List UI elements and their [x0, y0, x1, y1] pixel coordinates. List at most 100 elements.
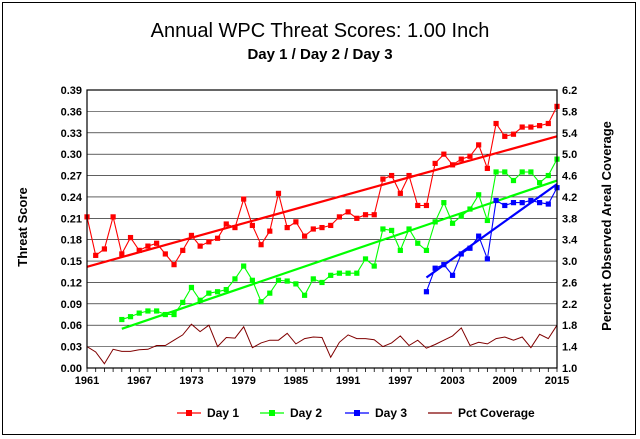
data-point — [502, 169, 508, 175]
data-point — [536, 180, 543, 186]
data-point — [119, 251, 125, 257]
data-point — [284, 224, 290, 231]
data-point — [136, 310, 142, 316]
data-point — [206, 239, 212, 245]
x-tick-label: 2015 — [545, 375, 569, 387]
data-point — [458, 213, 464, 219]
data-point — [449, 272, 456, 278]
data-point — [249, 222, 255, 229]
data-point — [423, 289, 430, 295]
data-point — [441, 200, 447, 206]
data-point — [162, 251, 168, 257]
chart-title: Annual WPC Threat Scores: 1.00 Inch — [151, 20, 490, 42]
data-point — [432, 265, 438, 271]
data-point — [362, 256, 369, 262]
y-tick-label: 0.15 — [61, 256, 82, 268]
data-point — [293, 219, 299, 225]
y2-tick-label: 1.4 — [562, 342, 578, 354]
data-point — [458, 156, 464, 162]
data-point — [467, 206, 473, 212]
y-tick-label: 0.24 — [61, 192, 83, 204]
data-point — [328, 222, 334, 229]
tick-labels: 0.00 0.03 0.06 0.09 0.12 0.15 0.18 0.21 0.24 0.27… — [61, 85, 579, 387]
data-point — [171, 311, 177, 318]
y2-tick-label: 1.0 — [562, 363, 577, 375]
data-point — [301, 292, 308, 298]
y2-tick-label: 2.2 — [562, 299, 577, 311]
y-tick-label: 0.00 — [61, 363, 82, 375]
data-point — [101, 246, 108, 252]
y-tick-label: 0.12 — [61, 277, 82, 289]
x-tick-label: 1973 — [179, 375, 203, 387]
data-point — [145, 243, 151, 249]
data-point — [449, 220, 456, 226]
data-point — [284, 278, 290, 284]
y2-tick-label: 3.0 — [562, 256, 577, 268]
data-point — [328, 272, 334, 278]
legend-label: Pct Coverage — [458, 406, 535, 420]
y-tick-label: 0.30 — [61, 149, 82, 161]
data-point — [154, 240, 160, 246]
data-point — [214, 235, 221, 241]
series-day-2 — [119, 156, 560, 323]
chart-subtitle: Day 1 / Day 2 / Day 3 — [247, 46, 392, 63]
data-point — [197, 297, 203, 303]
legend-label: Day 1 — [207, 406, 239, 420]
x-tick-label: 2009 — [493, 375, 517, 387]
y-tick-label: 0.03 — [61, 342, 82, 354]
data-point — [528, 169, 534, 175]
data-point — [310, 276, 316, 282]
trendline — [86, 135, 558, 268]
y-tick-label: 0.36 — [61, 106, 82, 118]
y-tick-label: 0.18 — [61, 235, 82, 247]
data-point — [519, 169, 525, 175]
data-point — [510, 177, 517, 184]
y2-tick-label: 4.2 — [562, 192, 577, 204]
data-point — [154, 308, 160, 314]
data-point — [354, 270, 360, 276]
data-point — [127, 234, 134, 241]
legend-marker — [186, 410, 192, 416]
data-point — [93, 252, 99, 258]
y2-tick-label: 6.2 — [562, 85, 577, 97]
legend-item: Day 2 — [260, 406, 322, 420]
legend-item: Day 3 — [345, 406, 407, 420]
y-tick-label: 0.39 — [61, 85, 82, 97]
legend-item: Pct Coverage — [428, 406, 535, 420]
data-point — [162, 311, 168, 318]
data-point — [467, 245, 473, 251]
data-point — [180, 247, 186, 253]
data-point — [119, 316, 125, 323]
data-point — [519, 124, 525, 130]
data-point — [423, 247, 430, 253]
y2-tick-label: 5.8 — [562, 106, 577, 118]
plot-border — [86, 89, 558, 369]
y-tick-label: 0.33 — [61, 128, 82, 140]
data-point — [345, 270, 351, 276]
data-point — [510, 200, 517, 206]
data-point — [232, 224, 238, 231]
x-tick-label: 1985 — [284, 375, 308, 387]
y-tick-label: 0.27 — [61, 171, 82, 183]
data-point — [188, 284, 195, 291]
y2-tick-label: 2.6 — [562, 277, 577, 289]
data-point — [449, 162, 456, 168]
data-point — [389, 172, 395, 179]
data-point — [423, 202, 430, 209]
data-point — [293, 281, 299, 287]
data-point — [380, 176, 386, 182]
y-tick-label: 0.09 — [61, 299, 82, 311]
data-point — [319, 279, 325, 286]
data-point — [397, 190, 403, 196]
data-point — [232, 276, 238, 282]
data-point — [241, 196, 247, 202]
axes — [86, 89, 558, 372]
data-point — [476, 192, 482, 198]
data-point — [502, 202, 508, 209]
data-point — [258, 299, 264, 305]
data-point — [389, 227, 395, 234]
data-point — [493, 197, 499, 204]
series-line — [425, 187, 558, 292]
data-point — [528, 197, 534, 204]
